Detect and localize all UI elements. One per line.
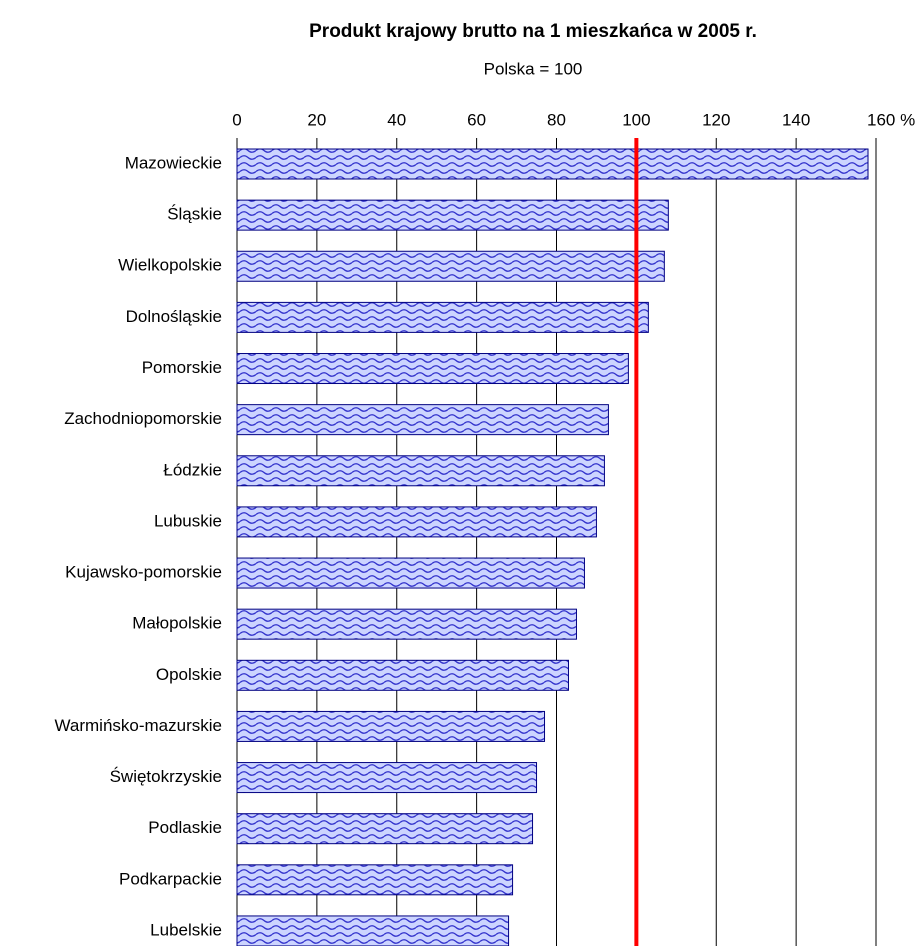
x-tick-label: 140 [782, 110, 810, 129]
y-tick-label: Łódzkie [163, 460, 222, 479]
y-tick-label: Pomorskie [142, 358, 222, 377]
y-tick-label: Zachodniopomorskie [64, 409, 222, 428]
bar [236, 199, 669, 231]
bar [236, 915, 510, 946]
y-tick-label: Świętokrzyskie [110, 767, 222, 786]
bar [236, 813, 534, 845]
x-tick-label: 0 [232, 110, 241, 129]
x-tick-label: 20 [307, 110, 326, 129]
y-tick-label: Podkarpackie [119, 869, 222, 888]
x-tick-label: 160 % [867, 110, 915, 129]
bar [236, 557, 585, 589]
y-tick-label: Kujawsko-pomorskie [65, 563, 222, 582]
x-tick-label: 40 [387, 110, 406, 129]
y-tick-label: Wielkopolskie [118, 256, 222, 275]
x-tick-label: 120 [702, 110, 730, 129]
bar [236, 659, 569, 691]
bar [236, 762, 538, 794]
bar [236, 864, 514, 896]
y-tick-label: Lubuskie [154, 511, 222, 530]
bar [236, 455, 605, 487]
chart-title: Produkt krajowy brutto na 1 mieszkańca w… [309, 21, 757, 42]
y-tick-label: Opolskie [156, 665, 222, 684]
bar [236, 608, 577, 640]
y-tick-label: Mazowieckie [125, 153, 222, 172]
chart-subtitle: Polska = 100 [484, 59, 583, 78]
x-tick-label: 80 [547, 110, 566, 129]
bar [236, 301, 649, 333]
bar [236, 506, 597, 538]
y-tick-label: Lubelskie [150, 920, 222, 939]
bar [236, 710, 546, 742]
x-tick-label: 100 [622, 110, 650, 129]
bar [236, 404, 609, 436]
y-tick-label: Podlaskie [148, 818, 222, 837]
y-tick-label: Śląskie [167, 205, 222, 224]
y-tick-label: Dolnośląskie [126, 307, 222, 326]
y-tick-label: Warmińsko-mazurskie [54, 716, 222, 735]
bar [236, 353, 629, 385]
x-tick-label: 60 [467, 110, 486, 129]
bar [236, 148, 869, 180]
y-tick-label: Małopolskie [132, 614, 222, 633]
bar [236, 250, 665, 282]
